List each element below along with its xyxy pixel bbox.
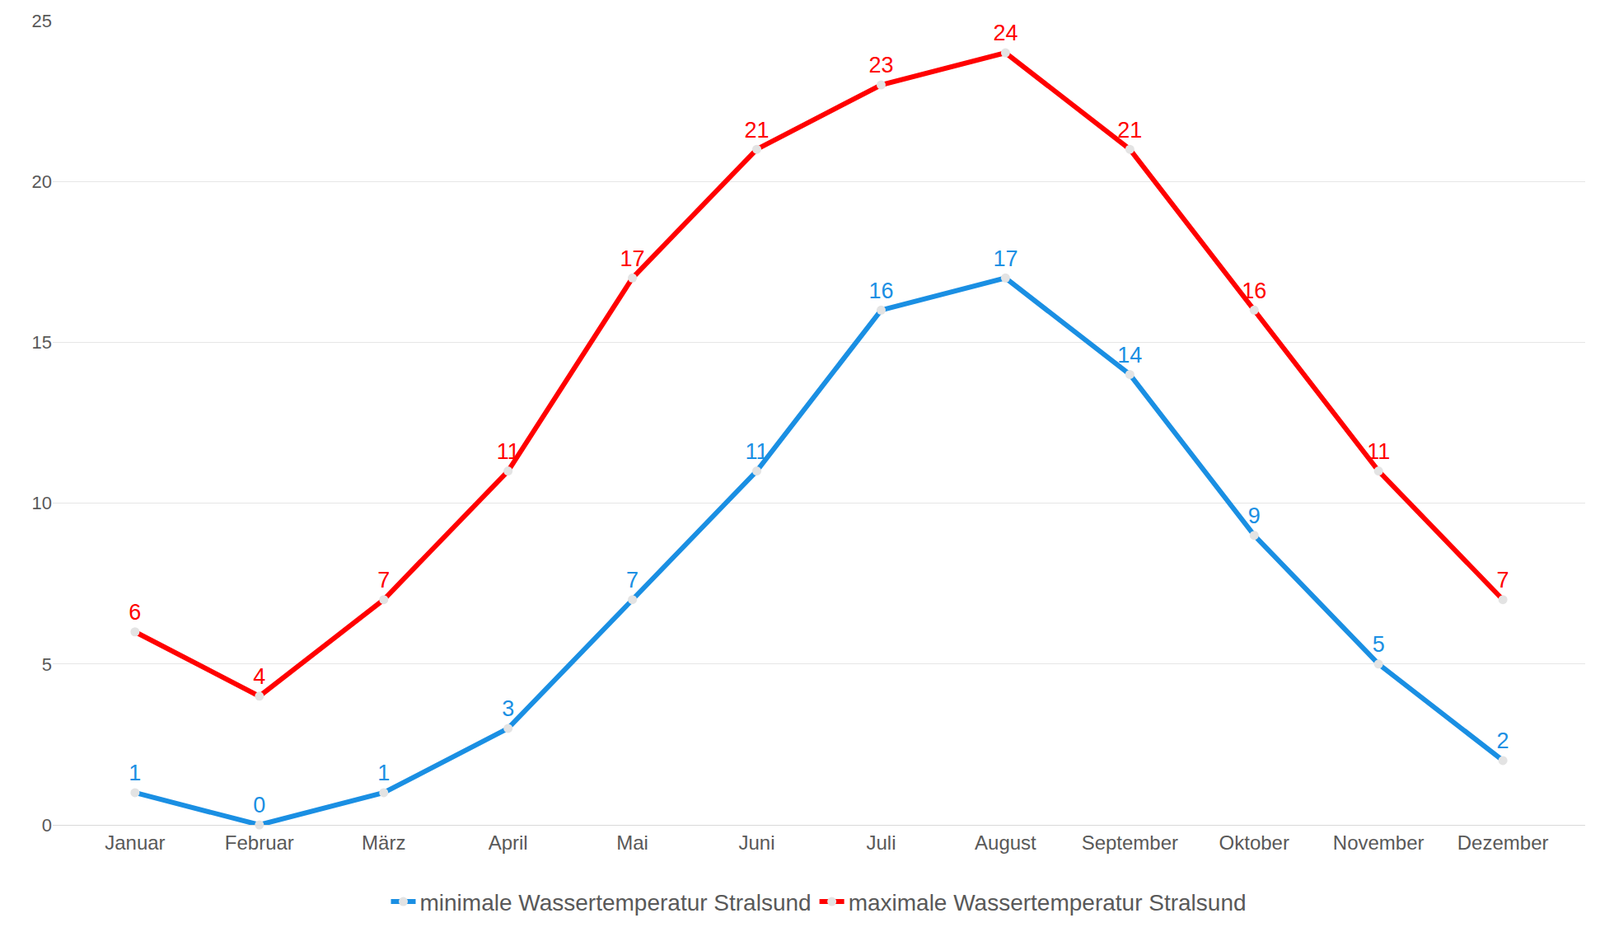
svg-text:16: 16 <box>868 278 894 304</box>
svg-text:21: 21 <box>1117 117 1142 143</box>
svg-text:4: 4 <box>252 664 266 689</box>
svg-text:3: 3 <box>501 696 515 721</box>
svg-text:1: 1 <box>128 760 141 786</box>
svg-text:0: 0 <box>42 814 52 836</box>
svg-text:20: 20 <box>32 171 52 192</box>
svg-text:minimale Wassertemperatur Stra: minimale Wassertemperatur Stralsund <box>420 889 812 916</box>
svg-text:März: März <box>361 831 406 854</box>
svg-text:Juni: Juni <box>739 831 776 854</box>
svg-text:Juli: Juli <box>865 831 896 854</box>
svg-text:11: 11 <box>1366 439 1390 464</box>
svg-text:Dezember: Dezember <box>1457 831 1549 854</box>
svg-text:5: 5 <box>42 654 52 675</box>
svg-text:24: 24 <box>992 20 1018 46</box>
svg-text:7: 7 <box>1497 567 1510 593</box>
svg-text:2: 2 <box>1497 728 1510 754</box>
svg-text:14: 14 <box>1117 342 1142 368</box>
svg-text:5: 5 <box>1372 631 1385 657</box>
svg-text:21: 21 <box>744 117 770 143</box>
svg-text:Mai: Mai <box>616 831 649 854</box>
svg-text:April: April <box>488 831 529 854</box>
svg-text:Februar: Februar <box>224 831 295 854</box>
svg-text:11: 11 <box>496 439 520 464</box>
svg-text:11: 11 <box>745 439 769 464</box>
svg-text:17: 17 <box>992 246 1018 272</box>
svg-text:maximale Wassertemperatur Stra: maximale Wassertemperatur Stralsund <box>848 889 1247 916</box>
svg-text:7: 7 <box>626 567 639 593</box>
svg-text:Oktober: Oktober <box>1219 831 1290 854</box>
svg-text:7: 7 <box>377 567 390 593</box>
svg-text:Januar: Januar <box>104 831 165 854</box>
svg-text:23: 23 <box>868 52 894 78</box>
svg-text:September: September <box>1081 831 1179 854</box>
svg-text:November: November <box>1333 831 1425 854</box>
svg-text:August: August <box>974 831 1037 854</box>
svg-text:25: 25 <box>32 10 52 32</box>
svg-text:0: 0 <box>252 792 266 818</box>
svg-text:6: 6 <box>128 599 141 625</box>
svg-text:10: 10 <box>32 492 52 514</box>
svg-text:16: 16 <box>1241 278 1267 304</box>
svg-text:1: 1 <box>377 760 390 786</box>
svg-text:9: 9 <box>1248 503 1261 529</box>
svg-text:17: 17 <box>620 246 646 272</box>
svg-text:15: 15 <box>32 332 52 353</box>
